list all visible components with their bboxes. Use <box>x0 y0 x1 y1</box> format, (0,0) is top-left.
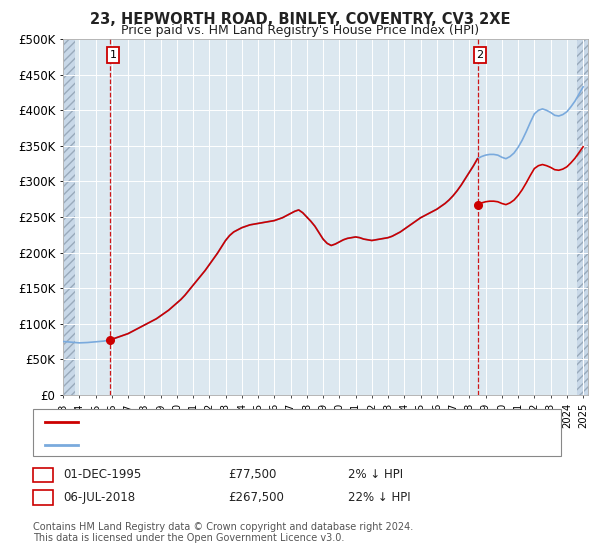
Text: 2: 2 <box>39 491 46 504</box>
Text: 1: 1 <box>109 50 116 60</box>
Text: 01-DEC-1995: 01-DEC-1995 <box>63 468 141 482</box>
Text: Contains HM Land Registry data © Crown copyright and database right 2024.: Contains HM Land Registry data © Crown c… <box>33 522 413 532</box>
Text: This data is licensed under the Open Government Licence v3.0.: This data is licensed under the Open Gov… <box>33 533 344 543</box>
Text: 1: 1 <box>39 468 46 482</box>
Text: HPI: Average price, detached house, Coventry: HPI: Average price, detached house, Cove… <box>84 440 336 450</box>
Text: 23, HEPWORTH ROAD, BINLEY, COVENTRY, CV3 2XE: 23, HEPWORTH ROAD, BINLEY, COVENTRY, CV3… <box>90 12 510 27</box>
Text: 2: 2 <box>476 50 484 60</box>
Text: £267,500: £267,500 <box>228 491 284 504</box>
Bar <box>577 39 588 395</box>
Text: £77,500: £77,500 <box>228 468 277 482</box>
Text: 23, HEPWORTH ROAD, BINLEY, COVENTRY, CV3 2XE (detached house): 23, HEPWORTH ROAD, BINLEY, COVENTRY, CV3… <box>84 417 467 427</box>
Text: Price paid vs. HM Land Registry's House Price Index (HPI): Price paid vs. HM Land Registry's House … <box>121 24 479 36</box>
Bar <box>63 39 75 395</box>
Text: 2% ↓ HPI: 2% ↓ HPI <box>348 468 403 482</box>
Text: 22% ↓ HPI: 22% ↓ HPI <box>348 491 410 504</box>
Text: 06-JUL-2018: 06-JUL-2018 <box>63 491 135 504</box>
